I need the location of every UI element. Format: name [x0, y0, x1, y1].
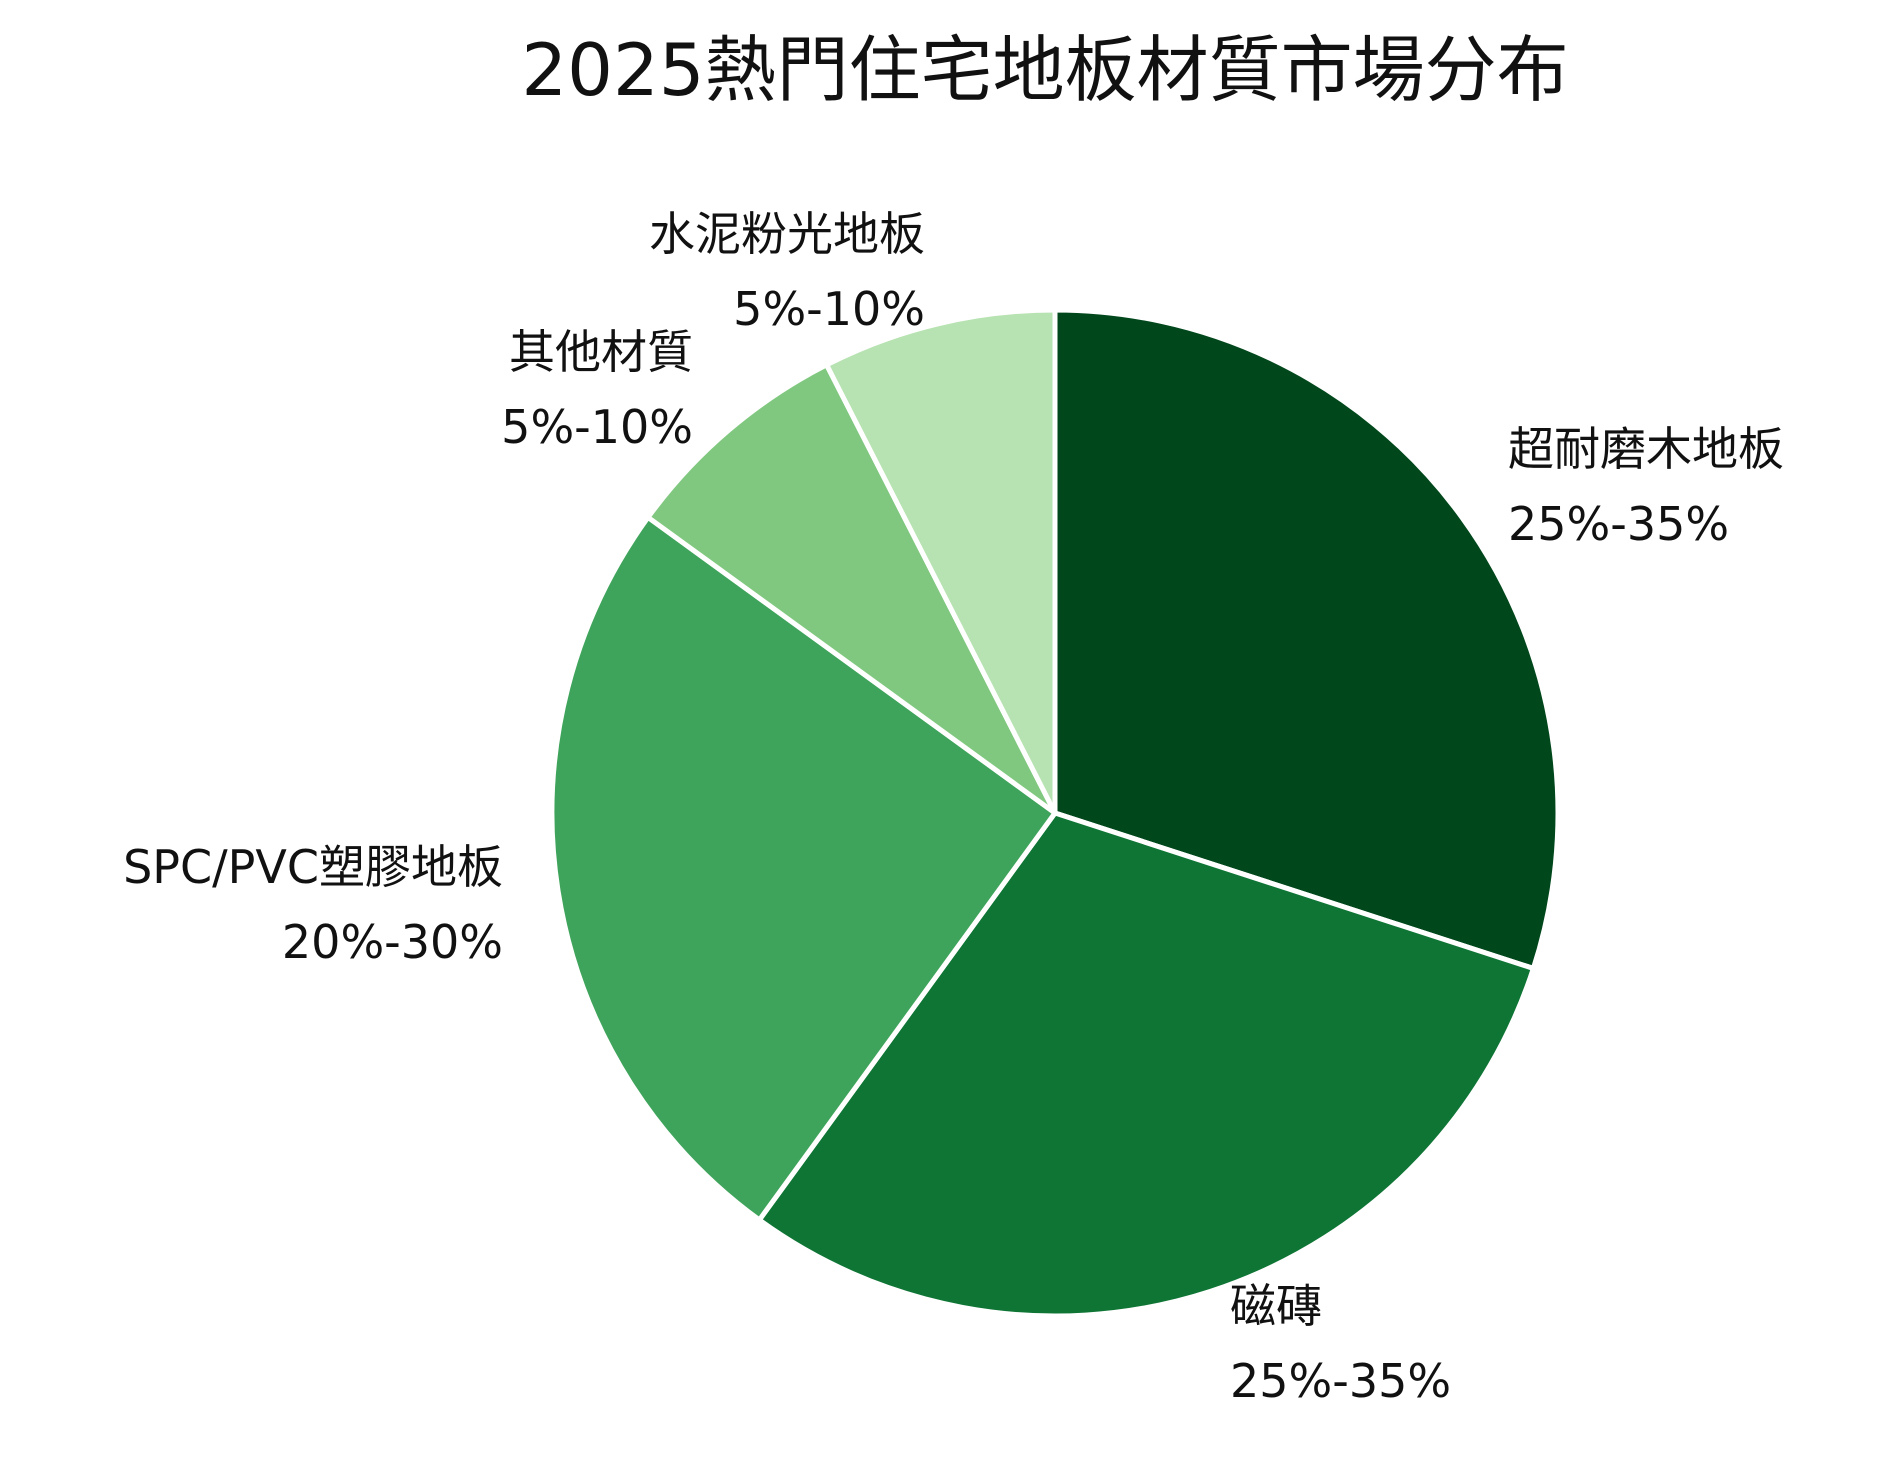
slice-label-range-5: 5%-10%: [733, 282, 925, 336]
slice-label-range-4: 5%-10%: [501, 400, 693, 454]
pie-slices: [549, 307, 1561, 1319]
pie-slice-5: [824, 307, 1058, 816]
pie-slice-2: [756, 810, 1536, 1319]
slice-label-range-1: 25%-35%: [1508, 497, 1729, 551]
slice-labels: 超耐磨木地板 25%-35% 磁磚 25%-35% SPC/PVC塑膠地板 20%-30%…: [123, 207, 1784, 1408]
slice-label-name-3: SPC/PVC塑膠地板: [123, 840, 503, 894]
slice-label-range-2: 25%-35%: [1230, 1354, 1451, 1408]
slice-label-name-2: 磁磚: [1230, 1279, 1322, 1333]
slice-label-name-4: 其他材質: [509, 325, 693, 379]
slice-label-name-1: 超耐磨木地板: [1508, 422, 1784, 476]
pie-slice-1: [1052, 307, 1561, 971]
slice-label-range-3: 20%-30%: [282, 915, 503, 969]
pie-slice-4: [645, 362, 1058, 816]
slice-label-name-5: 水泥粉光地板: [649, 207, 925, 261]
chart-title: 2025熱門住宅地板材質市場分布: [521, 28, 1568, 112]
pie-slice-3: [549, 514, 1058, 1223]
